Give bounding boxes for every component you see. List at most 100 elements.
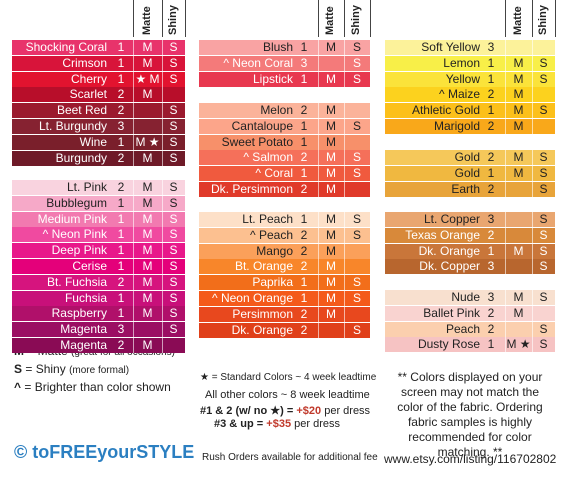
color-name: Dk. Copper: [419, 259, 480, 274]
color-row: [385, 181, 555, 197]
cell-divider: [318, 291, 319, 306]
color-name: Beet Red: [56, 103, 107, 118]
color-row: [12, 306, 185, 322]
color-row: [199, 40, 370, 55]
matte-mark: M: [326, 134, 336, 149]
color-row: [385, 150, 555, 165]
dye-number: 2: [300, 322, 308, 337]
cell-divider: [532, 119, 533, 134]
cell-divider: [318, 212, 319, 227]
cell-divider: [162, 71, 163, 87]
cell-divider: [162, 243, 163, 259]
cell-divider: [162, 227, 163, 243]
color-name: Sweet Potato: [221, 134, 293, 149]
color-row: [385, 227, 555, 243]
dye-number: 3: [487, 212, 495, 226]
matte-mark: M: [326, 212, 336, 226]
color-name: Paprika: [252, 275, 293, 290]
shiny-mark: S: [352, 227, 361, 242]
color-name: Dusty Rose: [417, 337, 480, 352]
shiny-mark: S: [352, 166, 361, 181]
header-divider: [133, 0, 134, 37]
matte-mark: M: [142, 274, 153, 289]
cell-divider: [505, 227, 506, 243]
dye-number: 1: [117, 134, 125, 149]
dye-number: 2: [487, 321, 495, 336]
shiny-mark: S: [539, 243, 548, 258]
color-row: [385, 165, 555, 181]
cell-divider: [532, 181, 533, 197]
cell-divider: [505, 305, 506, 321]
shiny-mark: S: [169, 259, 178, 273]
cell-divider: [133, 322, 134, 338]
matte-mark: M ★: [506, 337, 531, 352]
color-row: [12, 40, 185, 55]
matte-mark: M: [513, 55, 524, 70]
cell-divider: [162, 87, 163, 103]
shiny-mark: S: [169, 55, 178, 70]
legend-shiny: S = Shiny (more formal): [14, 362, 129, 376]
disclaimer: ** Colors displayed on your screen may n…: [397, 370, 543, 459]
cell-divider: [162, 150, 163, 166]
cell-divider: [133, 195, 134, 211]
cell-divider: [162, 40, 163, 55]
matte-mark: M: [142, 195, 153, 210]
cell-divider: [344, 243, 345, 259]
cell-divider: [162, 211, 163, 227]
cell-divider: [162, 180, 163, 195]
dye-number: 2: [300, 150, 308, 165]
shiny-mark: S: [169, 195, 178, 210]
shiny-mark: S: [169, 150, 178, 165]
color-name: Texas Orange: [405, 227, 480, 242]
cell-divider: [505, 87, 506, 103]
color-name: Wine: [79, 134, 107, 149]
rest: per dress: [324, 405, 371, 417]
color-name: Mango: [256, 243, 293, 258]
shiny-mark: S: [169, 322, 178, 337]
shiny-header: Shiny: [350, 5, 362, 35]
cell-divider: [505, 165, 506, 181]
brand: © toFREEyourSTYLE: [14, 442, 195, 462]
color-row: [385, 305, 555, 321]
shiny-header: Shiny: [536, 5, 549, 35]
note-standard: ★ = Standard Colors ~ 4 week leadtime: [200, 372, 377, 383]
dye-number: 2: [117, 274, 125, 289]
color-row: [385, 212, 555, 227]
matte-mark: M: [142, 306, 153, 321]
matte-header: Matte: [324, 6, 336, 35]
key: #1 & 2 (w/ no ★) =: [200, 405, 294, 417]
matte-mark: M: [326, 306, 336, 321]
cell-divider: [344, 259, 345, 275]
header-divider: [162, 0, 163, 37]
color-name: ^ Neon Pink: [42, 227, 107, 242]
shiny-mark: S: [539, 55, 548, 70]
cell-divider: [505, 71, 506, 87]
color-name: Shocking Coral: [25, 40, 107, 54]
cell-divider: [532, 87, 533, 103]
cell-divider: [162, 338, 163, 353]
dye-number: 1: [117, 259, 125, 273]
cell-divider: [344, 182, 345, 197]
cell-divider: [344, 322, 345, 338]
shiny-header: Shiny: [166, 5, 179, 35]
color-name: Bt. Orange: [234, 259, 293, 274]
color-row: [199, 306, 370, 322]
cell-divider: [344, 212, 345, 227]
shiny-mark: S: [169, 119, 178, 133]
cell-divider: [532, 227, 533, 243]
rest: per dress: [294, 418, 340, 430]
cell-divider: [532, 305, 533, 321]
color-name: Dk. Persimmon: [210, 182, 293, 196]
note-rush: Rush Orders available for additional fee: [202, 452, 378, 463]
dye-number: 2: [300, 306, 308, 321]
cell-divider: [133, 243, 134, 259]
desc: = Brighter than color shown: [24, 380, 171, 394]
color-name: Gold: [454, 150, 480, 164]
cell-divider: [318, 134, 319, 150]
url: www.etsy.com/listing/116702802: [384, 452, 557, 466]
color-row: [199, 71, 370, 87]
cell-divider: [318, 150, 319, 166]
shiny-mark: S: [169, 134, 178, 149]
matte-mark: M: [142, 338, 153, 352]
matte-mark: M: [142, 243, 153, 258]
